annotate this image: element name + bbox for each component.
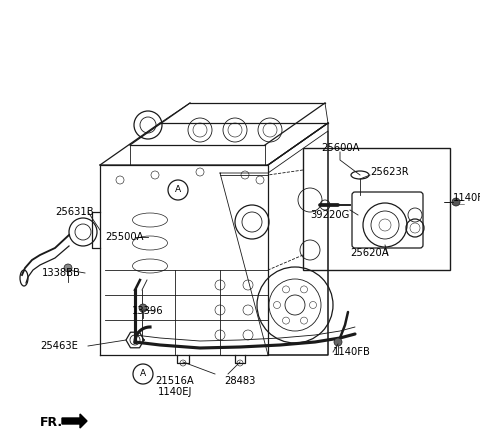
Polygon shape bbox=[62, 414, 87, 428]
Text: 21516A: 21516A bbox=[156, 376, 194, 386]
Text: 28483: 28483 bbox=[224, 376, 256, 386]
Text: 39220G: 39220G bbox=[310, 210, 349, 220]
Text: FR.: FR. bbox=[40, 415, 63, 428]
Text: 25500A: 25500A bbox=[105, 232, 144, 242]
Text: 1140FB: 1140FB bbox=[333, 347, 371, 357]
Text: 1338BB: 1338BB bbox=[42, 268, 81, 278]
Text: 25620A: 25620A bbox=[351, 248, 389, 258]
Text: 1140EJ: 1140EJ bbox=[158, 387, 192, 397]
Bar bbox=[303, 148, 450, 270]
Circle shape bbox=[139, 304, 147, 312]
Text: 25623R: 25623R bbox=[370, 167, 408, 177]
Text: 1140FZ: 1140FZ bbox=[453, 193, 480, 203]
Circle shape bbox=[452, 198, 460, 206]
Circle shape bbox=[64, 264, 72, 272]
Text: A: A bbox=[175, 185, 181, 194]
Text: 25631B: 25631B bbox=[55, 207, 94, 217]
Text: 25600A: 25600A bbox=[321, 143, 359, 153]
Text: 13396: 13396 bbox=[132, 306, 164, 316]
Text: A: A bbox=[140, 370, 146, 379]
Circle shape bbox=[334, 338, 342, 346]
Text: 25463E: 25463E bbox=[40, 341, 78, 351]
